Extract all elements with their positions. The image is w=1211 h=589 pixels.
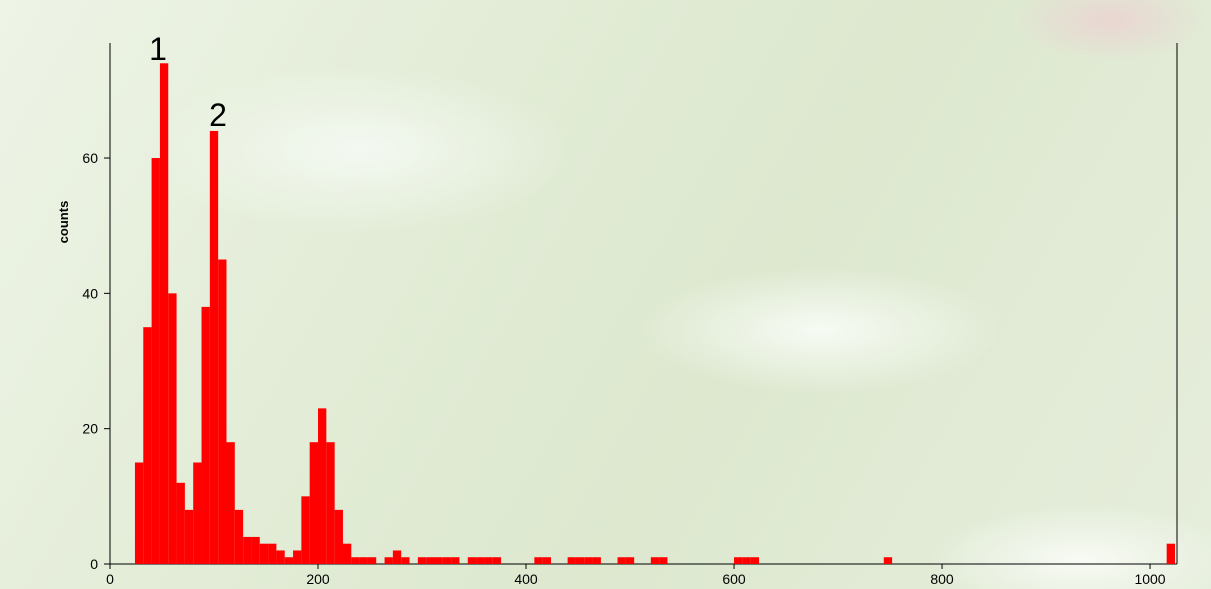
bar bbox=[751, 557, 759, 564]
bar bbox=[734, 557, 742, 564]
bar bbox=[360, 557, 368, 564]
bar bbox=[318, 408, 326, 564]
y-tick-label: 40 bbox=[82, 285, 98, 301]
bar bbox=[351, 557, 359, 564]
x-tick-label: 1000 bbox=[1134, 571, 1165, 587]
bar bbox=[484, 557, 492, 564]
y-axis-label: counts bbox=[56, 201, 71, 244]
bar bbox=[160, 63, 168, 564]
bar bbox=[593, 557, 601, 564]
x-tick-label: 200 bbox=[306, 571, 330, 587]
y-tick-label: 20 bbox=[82, 421, 98, 437]
bar bbox=[243, 537, 251, 564]
bar bbox=[226, 442, 234, 564]
bar bbox=[468, 557, 476, 564]
bar bbox=[543, 557, 551, 564]
y-tick-label: 60 bbox=[82, 150, 98, 166]
bar bbox=[251, 537, 259, 564]
bar bbox=[1167, 544, 1175, 564]
bar bbox=[742, 557, 750, 564]
bar bbox=[177, 483, 185, 564]
bar bbox=[301, 496, 309, 564]
bar bbox=[310, 442, 318, 564]
bar bbox=[493, 557, 501, 564]
x-tick-label: 800 bbox=[930, 571, 954, 587]
bar bbox=[168, 293, 176, 564]
bar bbox=[285, 557, 293, 564]
bar bbox=[568, 557, 576, 564]
bar bbox=[202, 307, 210, 564]
bar bbox=[401, 557, 409, 564]
bar bbox=[626, 557, 634, 564]
bar bbox=[335, 510, 343, 564]
bar bbox=[534, 557, 542, 564]
bar bbox=[143, 327, 151, 564]
bar bbox=[343, 544, 351, 564]
bar bbox=[268, 544, 276, 564]
bar bbox=[368, 557, 376, 564]
bar bbox=[426, 557, 434, 564]
x-tick-label: 600 bbox=[722, 571, 746, 587]
bar bbox=[884, 557, 892, 564]
bar bbox=[152, 158, 160, 564]
bar bbox=[618, 557, 626, 564]
bar bbox=[393, 550, 401, 564]
bar bbox=[443, 557, 451, 564]
bar bbox=[576, 557, 584, 564]
bar bbox=[185, 510, 193, 564]
bar bbox=[276, 550, 284, 564]
bar bbox=[584, 557, 592, 564]
bar bbox=[418, 557, 426, 564]
y-tick-label: 0 bbox=[90, 556, 98, 572]
screen: counts 1 2 020406002004006008001000 bbox=[0, 0, 1211, 589]
annotation: 2 bbox=[209, 97, 227, 133]
bar bbox=[326, 442, 334, 564]
bar bbox=[451, 557, 459, 564]
bar bbox=[210, 131, 218, 564]
bar bbox=[260, 544, 268, 564]
bar bbox=[385, 557, 393, 564]
bar bbox=[235, 510, 243, 564]
bar bbox=[651, 557, 659, 564]
bar bbox=[434, 557, 442, 564]
bar bbox=[135, 463, 143, 564]
chart: counts 1 2 020406002004006008001000 bbox=[0, 0, 1211, 589]
bar bbox=[476, 557, 484, 564]
x-tick-label: 0 bbox=[106, 571, 114, 587]
x-tick-label: 400 bbox=[514, 571, 538, 587]
bar bbox=[193, 463, 201, 564]
bar bbox=[659, 557, 667, 564]
bar bbox=[293, 550, 301, 564]
annotation: 1 bbox=[149, 31, 167, 67]
bar bbox=[218, 260, 226, 564]
